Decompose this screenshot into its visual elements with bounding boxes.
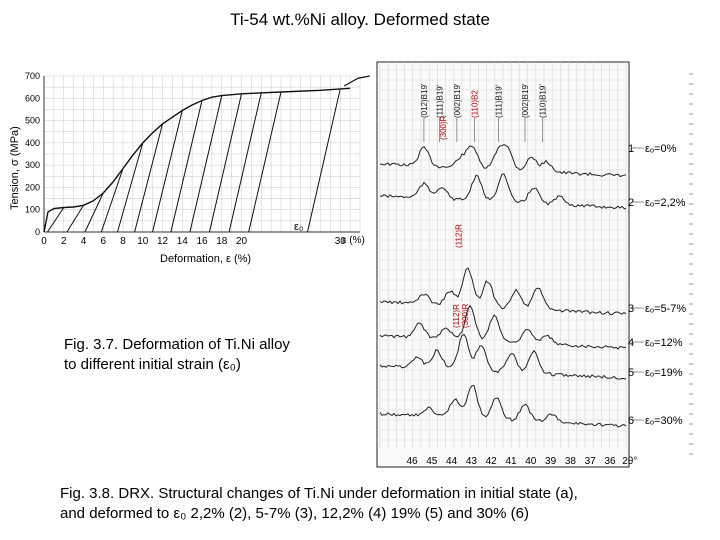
drx-curve-legend: 1 εₒ=0% 2 εₒ=2,2% 3 εₒ=5-7% 4 εₒ=12% 5 εₒ=19% 6 εₒ=…	[628, 73, 693, 455]
drx-curve-1	[379, 144, 627, 178]
stress-strain-grid	[43, 75, 361, 233]
x-tick-label: 12	[157, 236, 169, 247]
drx-x-tick-label: 38	[565, 456, 577, 467]
y-tick-label: 700	[25, 71, 40, 81]
drx-strain-label: εₒ=0%	[645, 143, 677, 155]
drx-curve-5	[379, 333, 627, 380]
x-tick-label: 18	[216, 236, 228, 247]
unloading-line	[100, 168, 124, 233]
stress-strain-labels: 0 100 200 300 400 500 600 700 0 2 4 6 8 10 12 14 16 18 20 3…	[25, 71, 346, 247]
unloading-line	[248, 91, 282, 233]
drx-curve-number: 5	[628, 367, 634, 379]
drx-peak-label: (110)B2	[470, 90, 479, 118]
drx-curve-number: 3	[628, 303, 634, 315]
drx-strain-label: εₒ=12%	[645, 337, 683, 349]
drx-peak-label: (002)B19'	[453, 83, 462, 118]
x-unit-label: ε (%)	[342, 235, 365, 246]
unloading-line	[208, 93, 242, 233]
x-axis-label: Deformation, ε (%)	[160, 253, 251, 265]
y-tick-label: 100	[25, 205, 40, 215]
unloading-line	[152, 110, 183, 233]
x-tick-label: 16	[196, 236, 208, 247]
drx-strain-label: εₒ=2,2%	[645, 197, 686, 209]
caption-3-8-line-1: Fig. 3.8. DRX. Structural changes of Ti.…	[60, 485, 578, 502]
drx-x-tick-label: 40	[525, 456, 537, 467]
drx-x-tick-label: 43	[466, 456, 478, 467]
drx-strain-label: εₒ=30%	[645, 415, 683, 427]
drx-x-tick-label: 39	[545, 456, 557, 467]
figure-3-7-caption: Fig. 3.7. Deformation of Ti.Ni alloy to …	[64, 335, 290, 375]
x-tick-label: 8	[120, 236, 126, 247]
x-tick-label: 14	[177, 236, 189, 247]
drx-x-tick-label: 37	[585, 456, 597, 467]
drx-curve-number: 2	[628, 197, 634, 209]
y-tick-label: 300	[25, 160, 40, 170]
epsilon-marker: ε₀	[294, 221, 303, 233]
y-tick-label: 400	[25, 138, 40, 148]
y-tick-label: 0	[35, 227, 40, 237]
drx-peak-label: (111)B19'	[495, 84, 504, 118]
y-tick-label: 600	[25, 93, 40, 103]
unloading-line	[47, 207, 65, 233]
drx-r-phase-label: (300)R	[439, 115, 448, 140]
caption-3-8-line-2: and deformed to ε₀ 2,2% (2), 5-7% (3), 1…	[60, 505, 529, 522]
y-axis-label: Tension, σ (MPa)	[9, 126, 21, 210]
drx-x-tick-label: 36	[604, 456, 616, 467]
caption-3-7-line-1: Fig. 3.7. Deformation of Ti.Ni alloy	[64, 336, 290, 353]
unloading-line	[117, 142, 144, 233]
drx-chart: (012)B19' (111)B19' (002)B19' (110)B2 (111)B…	[376, 61, 693, 468]
drx-curves	[379, 144, 627, 428]
x-tick-label: 20	[236, 236, 248, 247]
x-tick-label: 10	[137, 236, 149, 247]
drx-x-tick-label: 46	[406, 456, 418, 467]
drx-curve-2	[379, 173, 627, 210]
unloading-line	[228, 92, 262, 233]
unloading-line	[134, 123, 163, 233]
stress-strain-curves	[43, 75, 370, 233]
unloading-line	[189, 95, 223, 233]
x-tick-label: 4	[81, 236, 87, 247]
figure-3-8-caption: Fig. 3.8. DRX. Structural changes of Ti.…	[60, 484, 578, 524]
unloading-line	[84, 192, 104, 233]
drx-x-tick-label: 44	[446, 456, 458, 467]
drx-curve-number: 6	[628, 415, 634, 427]
drx-curve-number: 4	[628, 337, 634, 349]
y-tick-label: 500	[25, 116, 40, 126]
x-tick-label: 30	[335, 236, 347, 247]
drx-x-ticks: 46 45 44 43 42 41 40 39 38 37 36 2θ°	[406, 456, 637, 467]
drx-strain-label: εₒ=19%	[645, 367, 683, 379]
drx-x-tick-label: 41	[505, 456, 517, 467]
drx-x-tick-label: 45	[426, 456, 438, 467]
unloading-line	[170, 100, 203, 233]
x-tick-label: 2	[61, 236, 67, 247]
drx-curve-3	[379, 267, 627, 316]
reload-segment	[343, 75, 370, 87]
unloading-line	[66, 204, 84, 233]
x-tick-label: 0	[41, 236, 47, 247]
unloading-line	[307, 88, 341, 233]
drx-r-phase-label: (300)R	[461, 303, 470, 328]
caption-3-7-line-2: to different initial strain (ε₀)	[64, 356, 241, 373]
drx-x-tick-label: 2θ°	[622, 456, 637, 467]
y-tick-label: 200	[25, 182, 40, 192]
stress-strain-chart: 0 100 200 300 400 500 600 700 0 2 4 6 8 10 12 14 16 18 20 3…	[9, 71, 370, 265]
drx-x-tick-label: 42	[486, 456, 498, 467]
drx-r-phase-label: (112)R	[452, 304, 461, 328]
drx-strain-label: εₒ=5-7%	[645, 303, 686, 315]
drx-peak-labels: (012)B19' (111)B19' (002)B19' (110)B2 (111)B…	[420, 83, 548, 328]
loading-curve	[43, 87, 351, 233]
slide-title: Ti-54 wt.%Ni alloy. Deformed state	[230, 10, 490, 29]
drx-curve-number: 1	[628, 143, 634, 155]
x-tick-label: 6	[100, 236, 106, 247]
drx-peak-label: (111)B19'	[435, 84, 444, 118]
drx-peak-label: (002)B19'	[521, 83, 530, 118]
drx-peak-label: (012)B19'	[420, 83, 429, 118]
drx-curve-4	[379, 304, 627, 350]
drx-curve-6	[379, 385, 627, 428]
drx-peak-label: (110)B19'	[539, 84, 548, 118]
drx-r-phase-label: (112)R	[454, 224, 463, 248]
